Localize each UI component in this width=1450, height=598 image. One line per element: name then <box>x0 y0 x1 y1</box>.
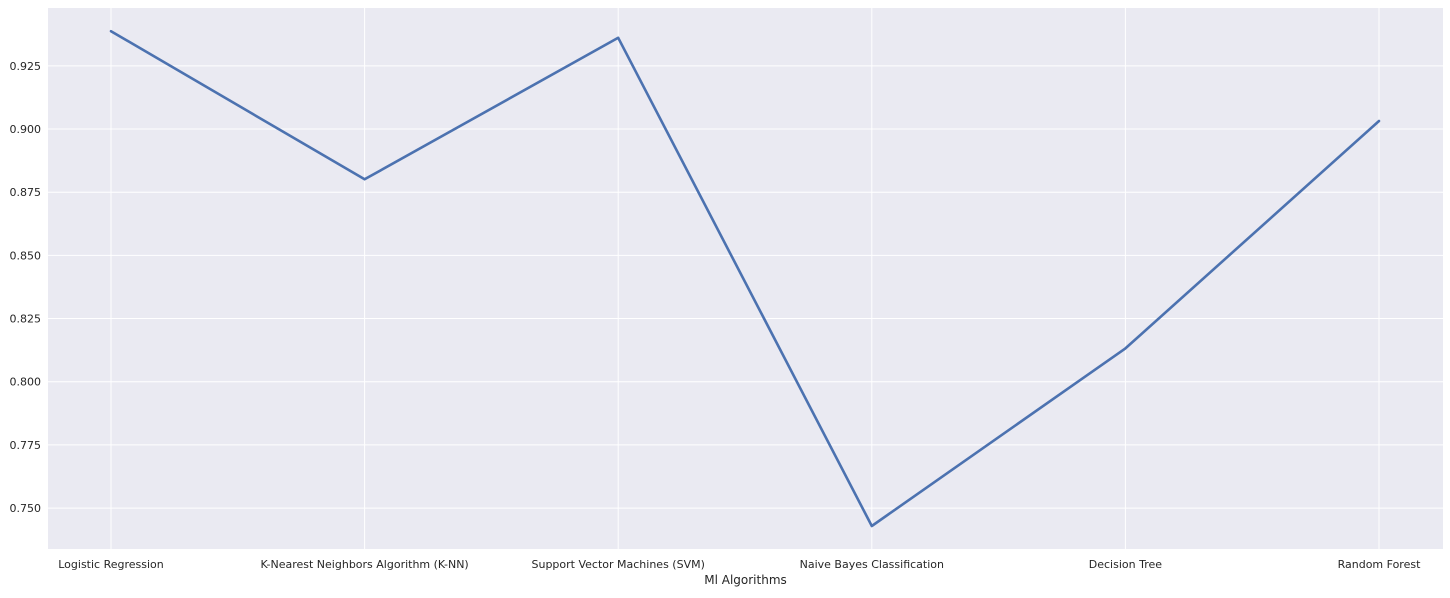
y-tick-label: 0.775 <box>10 439 42 452</box>
x-tick-label: Support Vector Machines (SVM) <box>532 558 705 571</box>
plot-area <box>48 8 1443 549</box>
y-tick-label: 0.750 <box>10 502 42 515</box>
y-tick-label: 0.875 <box>10 186 42 199</box>
x-tick-label: Logistic Regression <box>58 558 164 571</box>
x-tick-label: Random Forest <box>1338 558 1421 571</box>
y-tick-label: 0.925 <box>10 60 42 73</box>
y-tick-label: 0.800 <box>10 376 42 389</box>
x-axis-label: Ml Algorithms <box>704 573 787 587</box>
x-tick-label: Decision Tree <box>1089 558 1162 571</box>
y-tick-label: 0.900 <box>10 123 42 136</box>
x-axis-ticks: Logistic Regression K-Nearest Neighbors A… <box>58 558 1421 571</box>
y-axis-ticks: 0.750 0.775 0.800 0.825 0.850 0.875 0.900 0.925 <box>10 60 42 515</box>
x-tick-label: K-Nearest Neighbors Algorithm (K-NN) <box>260 558 468 571</box>
y-tick-label: 0.825 <box>10 313 42 326</box>
y-tick-label: 0.850 <box>10 249 42 262</box>
x-tick-label: Naive Bayes Classification <box>800 558 944 571</box>
